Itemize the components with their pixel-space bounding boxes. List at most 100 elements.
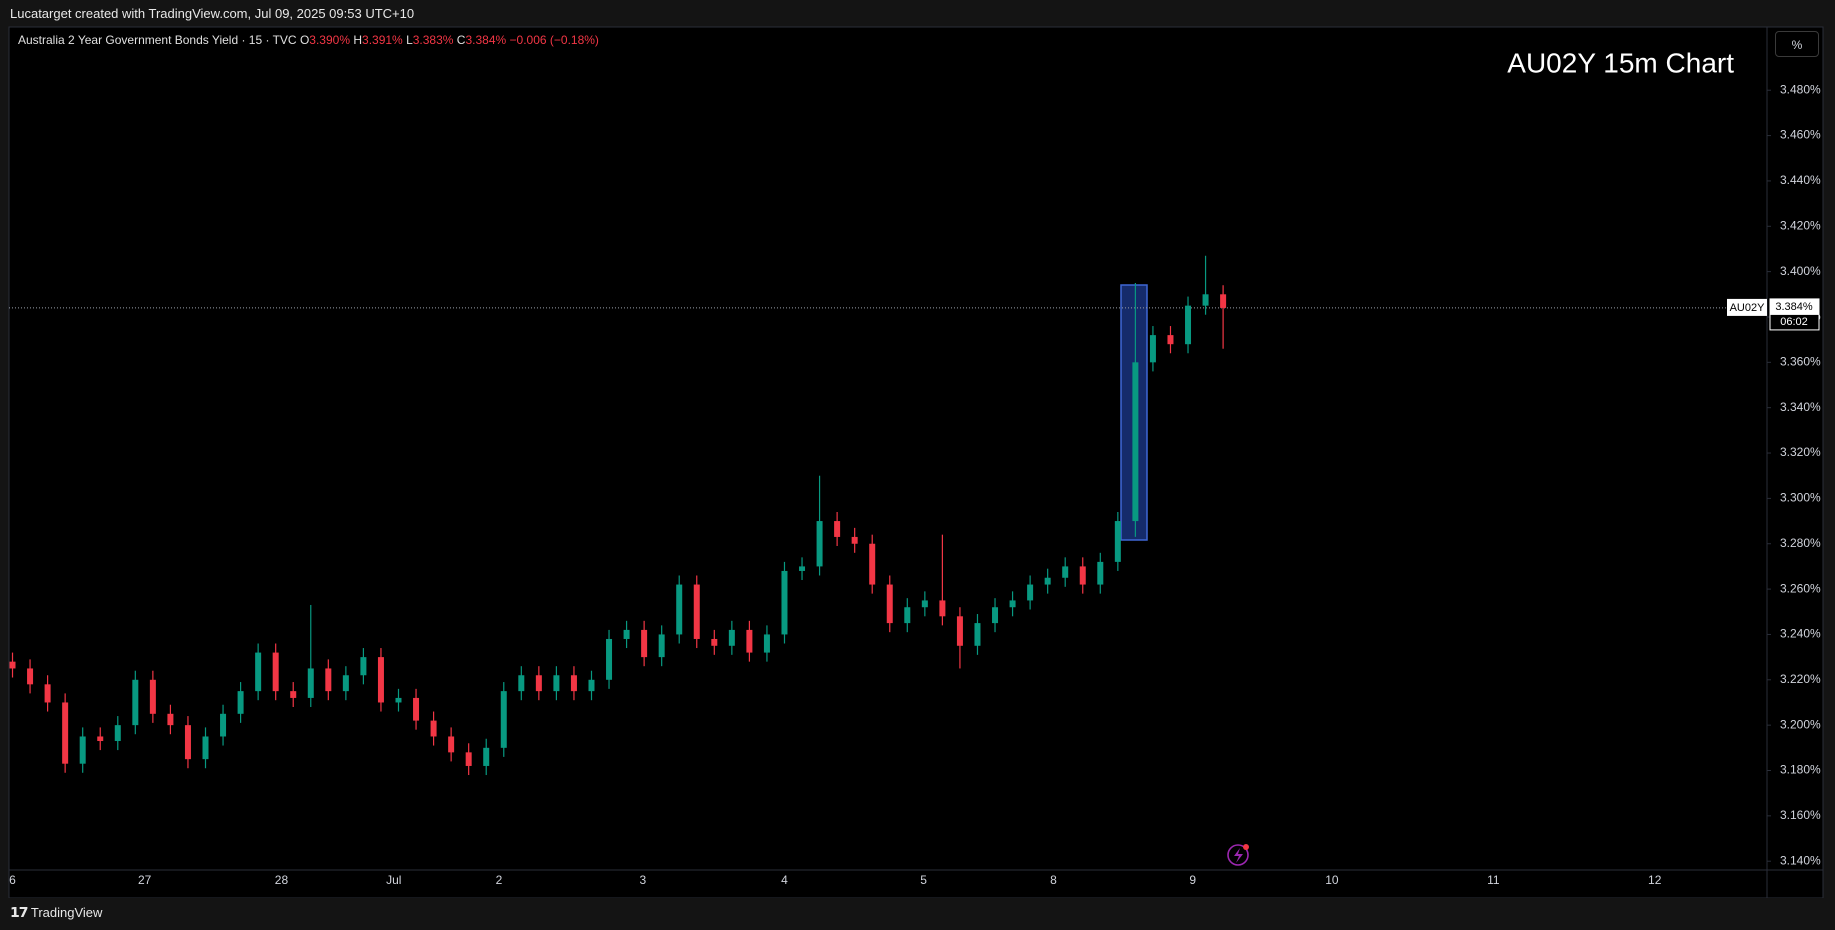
candle-body [746,629,753,653]
candle-body [430,720,437,737]
candle-body [518,675,525,692]
ohlc-value: 3.391% [362,33,403,47]
candle-body [921,600,928,608]
candle-body [44,684,51,703]
candle-body [834,521,841,537]
y-tick-label: 3.440% [1780,173,1821,187]
scale-button[interactable]: % [1775,31,1819,57]
logo: 𝟭𝟳 [10,904,29,920]
candle-body [1009,600,1016,608]
credit: Lucatarget created with TradingView.com,… [10,6,415,21]
candle-body [62,702,69,764]
x-tick-label: 12 [1648,873,1662,887]
candle-body [869,543,876,585]
candle-body [237,691,244,714]
y-tick-label: 3.300% [1780,491,1821,505]
candle-body [149,679,156,714]
candle-body [974,623,981,646]
y-tick-label: 3.340% [1780,400,1821,414]
y-tick-label: 3.260% [1780,581,1821,595]
y-tick-label: 3.360% [1780,355,1821,369]
candle-body [1097,561,1104,585]
candle-body [1132,362,1139,522]
candle-body [1062,566,1069,578]
y-tick-label: 3.280% [1780,536,1821,550]
candle-body [1185,305,1192,345]
candle-body [114,725,121,742]
candle-body [992,607,999,624]
candle-body [325,668,332,692]
candle-body [79,736,86,764]
candle-body [167,713,174,726]
candle-body [1149,335,1156,363]
y-tick-label: 3.160% [1780,808,1821,822]
candle-body [202,736,209,760]
ohlc-key: O [299,33,310,47]
candle-body [465,752,472,766]
candle-body [255,652,262,692]
candle-body [377,657,384,703]
candle-body [9,661,16,669]
event-dot [1243,844,1249,850]
x-tick-label: 11 [1487,873,1500,887]
candle-body [342,675,349,692]
candle-body [290,691,297,698]
candle-body [500,691,507,748]
top-bar: Lucatarget created with TradingView.com,… [0,0,1835,27]
y-tick-label: 3.320% [1780,445,1821,459]
x-tick-label: 27 [138,873,152,887]
candle-body [693,584,700,639]
candle-body [307,668,314,698]
candle-body [904,607,911,624]
candle-body [448,736,455,753]
x-tick-label: 3 [640,873,647,887]
price-tag: 3.384% [1775,301,1813,313]
y-tick-label: 3.420% [1780,218,1821,232]
countdown: 06:02 [1780,316,1808,328]
candle-body [606,638,613,680]
y-tick-label: 3.240% [1780,627,1821,641]
x-tick-label: 10 [1325,873,1339,887]
y-tick-label: 3.460% [1780,128,1821,142]
candle-body [658,634,665,658]
candle-body [641,629,648,658]
y-tick-label: 3.140% [1780,853,1821,867]
candle-body [1202,294,1209,306]
y-tick-label: 3.220% [1780,672,1821,686]
footer: 𝟭𝟳 TradingView [0,898,1835,930]
candle-body [588,679,595,692]
ohlc-key: L [406,33,413,47]
candle-body [1027,584,1034,601]
x-tick-label: 6 [9,873,16,887]
candle-body [781,570,788,635]
candle-body [1167,335,1174,345]
candle-body [939,600,946,617]
x-tick-label: 8 [1050,873,1057,887]
x-tick-label: 5 [920,873,927,887]
x-tick-label: Jul [386,873,401,887]
candle-body [132,679,139,726]
candle-body [570,675,577,692]
ohlc-value: 3.383% [412,33,454,47]
symbol: Australia 2 Year Government Bonds Yield … [18,33,297,47]
chart-frame [8,26,1824,899]
candle-body [272,652,279,692]
candle-body [728,629,735,646]
change: −0.006 (−0.18%) [509,33,599,47]
ohlc-value: 3.390% [309,33,350,47]
candle-body [1079,566,1086,585]
candle-body [220,713,227,737]
candle-body [27,668,34,685]
candle-body [535,675,542,692]
candle-body [553,675,560,692]
event-icon[interactable] [1227,844,1249,866]
x-tick-label: 9 [1189,873,1196,887]
candle-body [711,638,718,646]
ohlc-key: H [353,33,363,47]
candle-body [1220,294,1227,308]
ohlc-value: 3.384% [465,33,507,47]
candle-body [97,736,104,742]
candle-body [1114,521,1121,562]
candle-body [816,521,823,567]
